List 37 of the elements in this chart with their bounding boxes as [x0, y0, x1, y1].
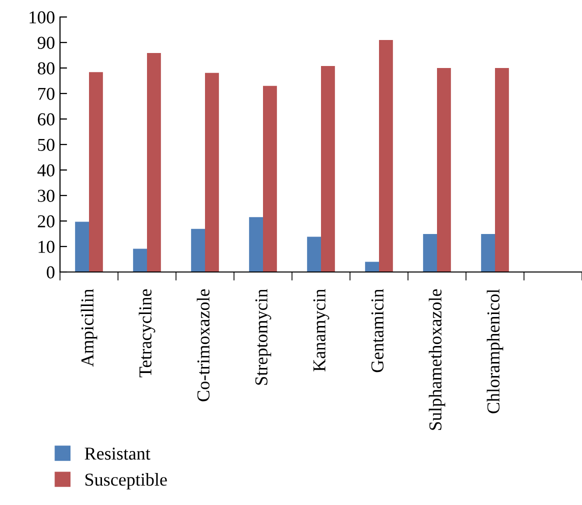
y-tick-label: 20 [38, 215, 54, 228]
y-tick-label: 10 [38, 240, 54, 253]
bar [481, 234, 495, 272]
bar [89, 72, 103, 272]
legend-label: Resistant [84, 448, 150, 460]
bar [133, 248, 147, 272]
y-tick-label: 40 [37, 164, 54, 176]
bar [191, 228, 205, 272]
bar [423, 234, 437, 272]
bar [263, 86, 277, 272]
x-tick-label: Co-trimoxazole [196, 289, 210, 402]
y-tick-label: 100 [30, 11, 54, 24]
y-tick-label: 90 [38, 36, 54, 49]
bar [205, 72, 219, 272]
bar [307, 236, 321, 272]
x-tick-label: Streptomycin [255, 288, 272, 385]
bar [437, 68, 451, 272]
bar [379, 40, 393, 272]
bar [75, 222, 89, 272]
y-tick-label: 70 [38, 88, 54, 100]
legend-label: Susceptible [85, 473, 167, 490]
bar [495, 68, 509, 272]
x-tick-label: Kanamycin [313, 288, 330, 372]
y-tick-label: 50 [38, 138, 54, 151]
x-tick-label: Gentamicin [371, 288, 384, 372]
y-tick-label: 30 [38, 190, 54, 202]
y-tick-label: 0 [46, 266, 54, 278]
x-tick-label: Chloramphenicol [486, 289, 504, 414]
y-tick-label: 60 [38, 113, 54, 126]
bar [365, 262, 379, 272]
y-tick-label: 80 [38, 62, 54, 74]
x-tick-label: Ampicillin [80, 288, 98, 367]
x-tick-label: Tetracycline [138, 289, 156, 378]
bar [147, 52, 161, 272]
bar [249, 217, 263, 272]
bar [321, 66, 335, 272]
x-tick-label: Sulphamethoxazole [428, 289, 446, 430]
